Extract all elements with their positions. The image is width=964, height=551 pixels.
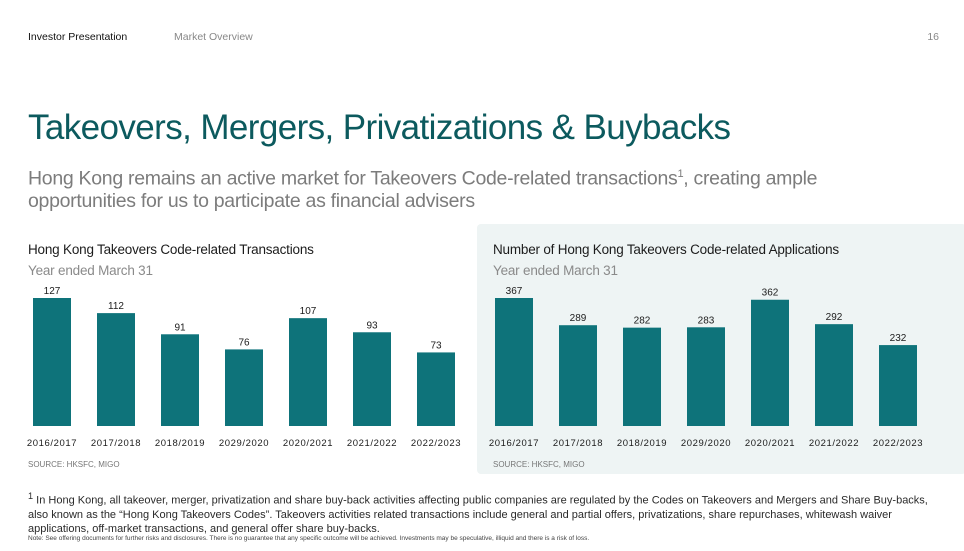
transactions-value-label: 112 <box>108 301 124 312</box>
applications-bar <box>751 299 789 426</box>
applications-bar <box>879 345 917 426</box>
applications-category-label: 2017/2018 <box>553 438 603 449</box>
transactions-bar <box>161 334 199 426</box>
transactions-bar <box>225 349 263 426</box>
transactions-category-label: 2018/2019 <box>155 438 205 449</box>
transactions-chart-source: SOURCE: HKSFC, MIGO <box>28 460 120 469</box>
subtitle-text-continued: , creating ample opportunities for us to… <box>28 167 818 212</box>
applications-value-label: 292 <box>826 312 843 323</box>
transactions-value-label: 91 <box>174 322 186 333</box>
transactions-bar <box>289 318 327 426</box>
transactions-bar <box>417 352 455 426</box>
transactions-value-label: 73 <box>430 340 442 351</box>
transactions-value-label: 127 <box>44 286 61 297</box>
header-section-label: Investor Presentation <box>28 31 128 43</box>
transactions-bar-chart: 127 2016/2017 112 2017/2018 91 2018/2019 76 202… <box>27 286 461 449</box>
transactions-category-label: 2016/2017 <box>27 438 77 449</box>
transactions-category-label: 2029/2020 <box>219 438 269 449</box>
applications-category-label: 2018/2019 <box>617 438 667 449</box>
footnote-marker: 1 <box>28 491 34 501</box>
applications-category-label: 2020/2021 <box>745 438 795 449</box>
transactions-category-label: 2017/2018 <box>91 438 141 449</box>
transactions-value-label: 93 <box>366 320 378 331</box>
transactions-category-label: 2021/2022 <box>347 438 397 449</box>
page-title: Takeovers, Mergers, Privatizations & Buy… <box>28 108 731 147</box>
applications-bar <box>559 325 597 426</box>
transactions-value-label: 76 <box>238 337 250 348</box>
page-number: 16 <box>927 31 939 43</box>
transactions-chart-subtitle: Year ended March 31 <box>28 263 153 278</box>
applications-category-label: 2016/2017 <box>489 438 539 449</box>
applications-chart-source: SOURCE: HKSFC, MIGO <box>493 460 585 469</box>
applications-category-label: 2021/2022 <box>809 438 859 449</box>
applications-category-label: 2022/2023 <box>873 438 923 449</box>
applications-bar <box>495 298 533 426</box>
subtitle-footnote-marker: 1 <box>677 168 684 180</box>
transactions-category-label: 2020/2021 <box>283 438 333 449</box>
transactions-bar <box>97 313 135 426</box>
transactions-category-label: 2022/2023 <box>411 438 461 449</box>
applications-value-label: 283 <box>698 315 715 326</box>
transactions-value-label: 107 <box>300 306 317 317</box>
footnote: 1 In Hong Kong, all takeover, merger, pr… <box>28 489 943 536</box>
applications-chart-title: Number of Hong Kong Takeovers Code-relat… <box>493 242 839 257</box>
applications-bar-chart: 367 2016/2017 289 2017/2018 282 2018/2019 283 2… <box>489 286 923 449</box>
applications-value-label: 232 <box>890 333 907 344</box>
applications-chart-subtitle: Year ended March 31 <box>493 263 618 278</box>
transactions-chart-title: Hong Kong Takeovers Code-related Transac… <box>28 242 314 257</box>
applications-bar <box>687 327 725 426</box>
transactions-bar <box>33 298 71 426</box>
applications-bar <box>623 327 661 426</box>
header-topic-label: Market Overview <box>174 31 253 43</box>
disclaimer-note: Note: See offering documents for further… <box>28 535 590 542</box>
applications-category-label: 2029/2020 <box>681 438 731 449</box>
applications-value-label: 367 <box>506 286 523 297</box>
applications-value-label: 282 <box>634 316 651 327</box>
applications-value-label: 362 <box>762 288 779 299</box>
footnote-text: In Hong Kong, all takeover, merger, priv… <box>28 494 928 535</box>
applications-value-label: 289 <box>570 313 587 324</box>
transactions-bar <box>353 332 391 426</box>
page-subtitle: Hong Kong remains an active market for T… <box>28 163 928 212</box>
subtitle-text: Hong Kong remains an active market for T… <box>28 167 678 190</box>
applications-bar <box>815 324 853 426</box>
